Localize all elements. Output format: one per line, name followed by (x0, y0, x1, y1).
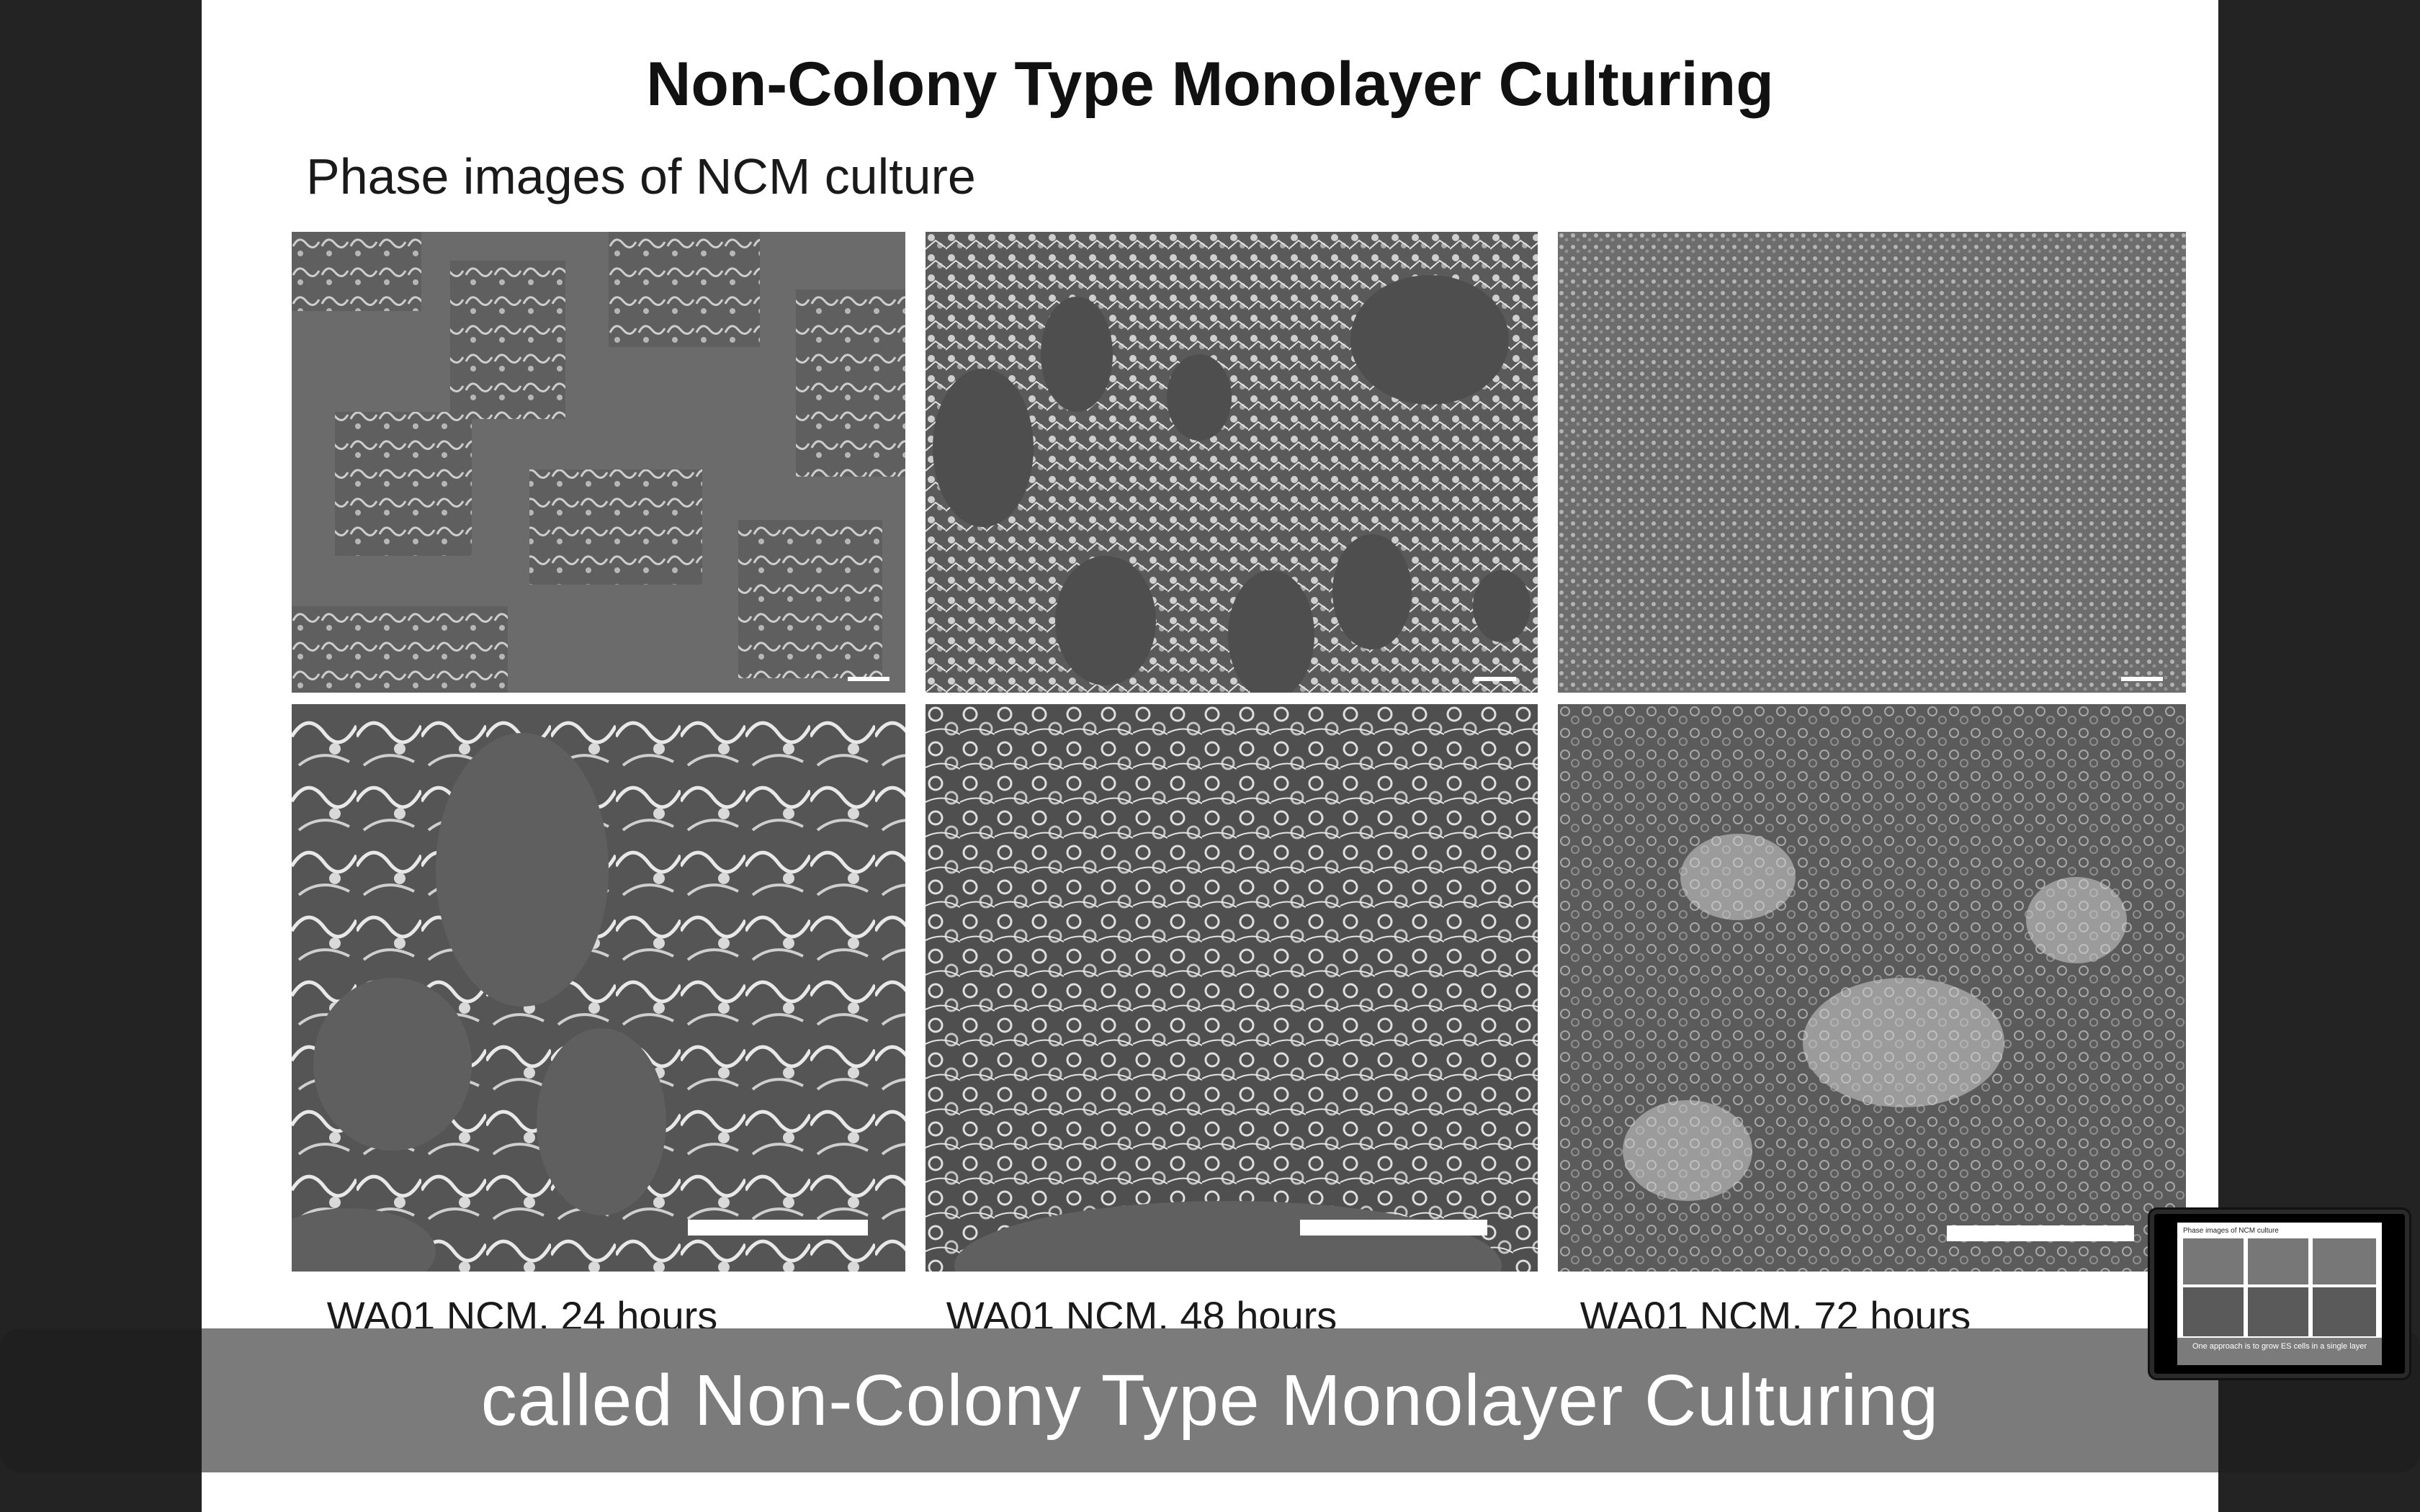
phase-image-48h-high (926, 704, 1538, 1272)
micrograph-24h-high (292, 704, 905, 1272)
phase-image-24h-low (292, 232, 905, 693)
pip-thumb-cell (2183, 1238, 2244, 1284)
pip-thumb-cell (2313, 1287, 2376, 1336)
slide-title: Non-Colony Type Monolayer Culturing (646, 50, 1774, 119)
pip-thumb-cell (2183, 1287, 2244, 1336)
presentation-slide: Non-Colony Type Monolayer Culturing Phas… (202, 0, 2218, 1512)
pip-thumb-cell (2248, 1238, 2308, 1284)
pip-thumb-cell (2313, 1238, 2376, 1284)
micrograph-24h-low (292, 232, 905, 693)
pip-thumb-cell (2248, 1287, 2308, 1336)
micrograph-72h-low (1558, 232, 2186, 693)
pip-caption: One approach is to grow ES cells in a si… (2177, 1338, 2382, 1365)
phase-image-72h-high (1558, 704, 2186, 1272)
pip-title: Phase images of NCM culture (2183, 1227, 2279, 1235)
scale-bar (2121, 677, 2163, 681)
phase-image-72h-low (1558, 232, 2186, 693)
picture-in-picture-preview[interactable]: Phase images of NCM culture One approach… (2150, 1210, 2409, 1378)
micrograph-48h-high (926, 704, 1538, 1272)
phase-image-grid (292, 232, 2186, 1272)
micrograph-48h-low (926, 232, 1538, 693)
scale-bar (1300, 1220, 1487, 1236)
pip-slide-thumbnail[interactable]: Phase images of NCM culture One approach… (2177, 1223, 2382, 1365)
scale-bar (688, 1220, 868, 1236)
scale-bar (1947, 1225, 2134, 1241)
phase-image-48h-low (926, 232, 1538, 693)
scale-bar (848, 677, 889, 681)
slide-subtitle: Phase images of NCM culture (306, 148, 976, 204)
phase-image-24h-high (292, 704, 905, 1272)
scale-bar (1474, 677, 1516, 681)
caption-text: called Non-Colony Type Monolayer Culturi… (480, 1359, 1940, 1441)
micrograph-72h-high (1558, 704, 2186, 1272)
caption-panel (202, 1328, 2218, 1472)
subtitle-caption-bar: called Non-Colony Type Monolayer Culturi… (0, 1328, 2420, 1472)
